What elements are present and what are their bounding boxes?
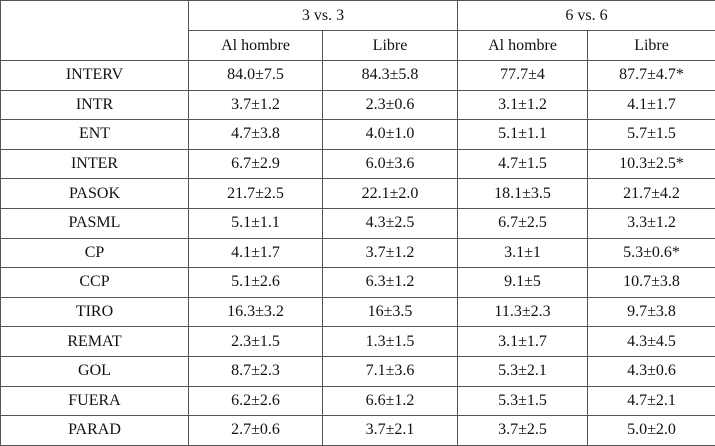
cell: 4.7±3.8: [189, 120, 323, 150]
row-label: INTERV: [1, 61, 189, 91]
cell: 6.0±3.6: [323, 149, 458, 179]
cell: 3.1±1: [458, 238, 588, 268]
cell: 4.1±1.7: [189, 238, 323, 268]
cell: 5.1±1.1: [189, 208, 323, 238]
column-header: Al hombre: [189, 31, 323, 61]
cell: 2.3±1.5: [189, 327, 323, 357]
cell: 4.3±0.6: [588, 356, 715, 386]
cell: 4.3±2.5: [323, 208, 458, 238]
cell: 21.7±4.2: [588, 179, 715, 209]
cell: 5.3±2.1: [458, 356, 588, 386]
cell: 5.0±2.0: [588, 416, 715, 446]
column-header: Libre: [323, 31, 458, 61]
cell: 4.7±1.5: [458, 149, 588, 179]
row-label: PASOK: [1, 179, 189, 209]
cell: 8.7±2.3: [189, 356, 323, 386]
cell: 18.1±3.5: [458, 179, 588, 209]
row-label: REMAT: [1, 327, 189, 357]
cell: 16.3±3.2: [189, 297, 323, 327]
cell: 84.0±7.5: [189, 61, 323, 91]
row-label: GOL: [1, 356, 189, 386]
column-header: Al hombre: [458, 31, 588, 61]
cell: 1.3±1.5: [323, 327, 458, 357]
cell: 3.7±2.5: [458, 416, 588, 446]
cell: 21.7±2.5: [189, 179, 323, 209]
cell: 16±3.5: [323, 297, 458, 327]
cell: 3.7±1.2: [323, 238, 458, 268]
cell: 22.1±2.0: [323, 179, 458, 209]
cell: 77.7±4: [458, 61, 588, 91]
cell: 10.3±2.5*: [588, 149, 715, 179]
row-label: ENT: [1, 120, 189, 150]
cell: 7.1±3.6: [323, 356, 458, 386]
corner-cell: [1, 1, 189, 61]
row-label: CP: [1, 238, 189, 268]
cell: 3.7±1.2: [189, 90, 323, 120]
cell: 5.3±1.5: [458, 386, 588, 416]
cell: 6.2±2.6: [189, 386, 323, 416]
cell: 6.3±1.2: [323, 268, 458, 298]
cell: 11.3±2.3: [458, 297, 588, 327]
group-header-row: 3 vs. 3 6 vs. 6: [1, 1, 715, 31]
row-label: INTER: [1, 149, 189, 179]
cell: 5.1±2.6: [189, 268, 323, 298]
cell: 3.3±1.2: [588, 208, 715, 238]
cell: 5.1±1.1: [458, 120, 588, 150]
cell: 10.7±3.8: [588, 268, 715, 298]
cell: 2.7±0.6: [189, 416, 323, 446]
cell: 4.3±4.5: [588, 327, 715, 357]
row-label: CCP: [1, 268, 189, 298]
row-label: PARAD: [1, 416, 189, 446]
cell: 4.0±1.0: [323, 120, 458, 150]
cell: 4.7±2.1: [588, 386, 715, 416]
group-header: 6 vs. 6: [458, 1, 715, 31]
cell: 6.7±2.5: [458, 208, 588, 238]
cell: 2.3±0.6: [323, 90, 458, 120]
cell: 9.7±3.8: [588, 297, 715, 327]
cell: 87.7±4.7*: [588, 61, 715, 91]
cell: 3.7±2.1: [323, 416, 458, 446]
row-label: PASML: [1, 208, 189, 238]
cell: 84.3±5.8: [323, 61, 458, 91]
cell: 6.6±1.2: [323, 386, 458, 416]
cell: 9.1±5: [458, 268, 588, 298]
cell: 6.7±2.9: [189, 149, 323, 179]
row-label: INTR: [1, 90, 189, 120]
cell: 5.3±0.6*: [588, 238, 715, 268]
cell: 4.1±1.7: [588, 90, 715, 120]
cell: 3.1±1.7: [458, 327, 588, 357]
row-label: FUERA: [1, 386, 189, 416]
row-label: TIRO: [1, 297, 189, 327]
cell: 3.1±1.2: [458, 90, 588, 120]
column-header: Libre: [588, 31, 715, 61]
cell: 5.7±1.5: [588, 120, 715, 150]
group-header: 3 vs. 3: [189, 1, 458, 31]
